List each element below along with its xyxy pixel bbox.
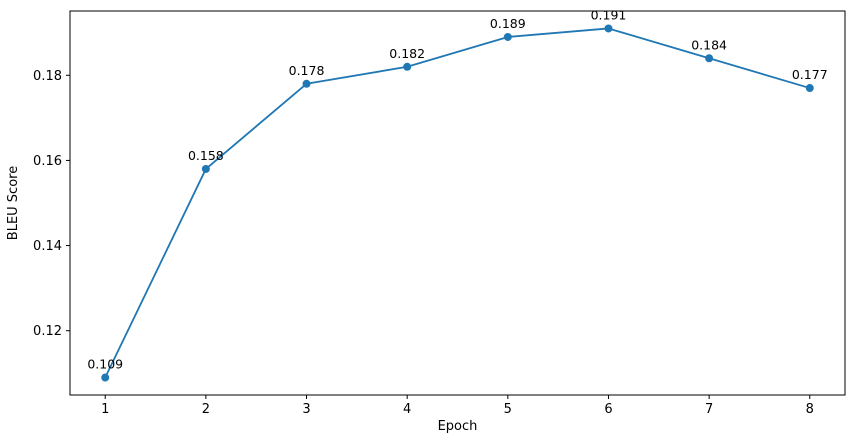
point-value-label: 0.109 <box>87 357 123 372</box>
data-point-marker <box>201 164 210 173</box>
point-value-label: 0.177 <box>792 67 828 82</box>
line-series <box>104 27 811 379</box>
y-axis-label: BLEU Score <box>6 166 21 240</box>
plot-border <box>69 10 846 396</box>
x-tick-label: 2 <box>202 402 210 417</box>
x-axis-label: Epoch <box>438 419 478 434</box>
x-tick-label: 4 <box>403 402 411 417</box>
x-tick-label: 6 <box>604 402 612 417</box>
point-value-label: 0.158 <box>188 148 224 163</box>
y-tick-label: 0.16 <box>33 154 62 169</box>
point-value-label: 0.178 <box>289 63 325 78</box>
x-tick-label: 8 <box>806 402 814 417</box>
x-tick-label: 3 <box>302 402 310 417</box>
point-value-label: 0.191 <box>591 7 627 22</box>
x-tick-label: 7 <box>705 402 713 417</box>
y-tick-label: 0.12 <box>33 324 62 339</box>
data-point-marker <box>705 54 714 63</box>
data-point-marker <box>805 84 814 93</box>
point-value-label: 0.182 <box>389 46 425 61</box>
x-tick-label: 1 <box>101 402 109 417</box>
data-point-marker <box>403 62 412 71</box>
y-tick-label: 0.18 <box>33 69 62 84</box>
data-point-marker <box>503 32 512 41</box>
data-point-marker <box>101 373 110 382</box>
x-tick-label: 5 <box>504 402 512 417</box>
data-point-marker <box>302 79 311 88</box>
y-tick-label: 0.14 <box>33 239 62 254</box>
point-value-label: 0.184 <box>691 37 727 52</box>
point-value-label: 0.189 <box>490 16 526 31</box>
data-point-marker <box>604 24 613 33</box>
